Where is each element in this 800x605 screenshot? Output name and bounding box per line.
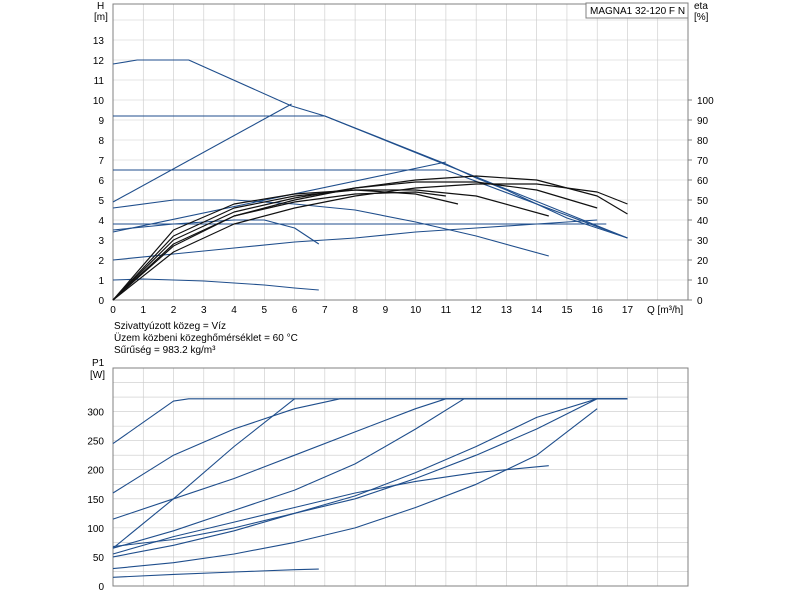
- head-tick-label: 4: [98, 216, 104, 227]
- power-chart-grid: [112, 367, 689, 587]
- head-curve: [112, 278, 319, 291]
- power-tick-label: 100: [87, 524, 104, 535]
- head-tick-label: 11: [94, 76, 105, 87]
- eta-tick-label: 60: [697, 176, 709, 187]
- eta-axis-unit: [%]: [694, 12, 709, 23]
- x-tick-label: 3: [201, 305, 207, 316]
- model-label-box: [585, 2, 689, 19]
- head-curve: [113, 169, 628, 239]
- head-tick-label: 12: [93, 56, 105, 67]
- power-curve: [112, 568, 319, 578]
- power-plot-frame: [112, 367, 689, 587]
- eta-tick-label: 0: [697, 296, 703, 307]
- eta-axis-label: eta: [694, 1, 708, 12]
- power-curve: [112, 398, 628, 494]
- x-tick-label: 10: [410, 305, 422, 316]
- x-tick-label: 14: [531, 305, 543, 316]
- power-curve: [112, 465, 549, 555]
- x-tick-label: 5: [262, 305, 268, 316]
- x-tick-label: 2: [171, 305, 177, 316]
- head-tick-label: 5: [98, 196, 104, 207]
- eta-tick-label: 50: [697, 196, 709, 207]
- power-axis-label: P1: [92, 358, 105, 369]
- model-label: MAGNA1 32-120 F N: [590, 6, 685, 17]
- power-curve: [112, 398, 598, 548]
- head-curve: [113, 115, 628, 239]
- power-curve: [112, 398, 628, 520]
- head-tick-label: 7: [98, 156, 104, 167]
- efficiency-curve: [112, 181, 598, 301]
- x-tick-label: 12: [471, 305, 483, 316]
- note-temperature: Üzem közbeni közeghőmérséklet = 60 °C: [114, 332, 298, 344]
- x-tick-label: 17: [622, 305, 634, 316]
- eta-tick-label: 100: [697, 96, 714, 107]
- x-tick-label: 0: [110, 305, 116, 316]
- head-curve: [112, 103, 292, 203]
- x-tick-label: 16: [592, 305, 604, 316]
- head-plot-frame: [112, 3, 689, 301]
- power-tick-label: 0: [98, 582, 104, 593]
- head-axis-unit: [m]: [94, 12, 108, 23]
- axis-labels: 0 1 2 3 4 5 6 7 8 9 10 11 12 13 14 15 16 1701234567891011…: [87, 1, 714, 593]
- power-tick-label: 50: [93, 553, 105, 564]
- power-axis-unit: [W]: [90, 370, 105, 381]
- x-tick-label: 13: [501, 305, 513, 316]
- x-tick-label: 6: [292, 305, 298, 316]
- head-chart-grid: [112, 3, 689, 301]
- head-curve: [112, 59, 628, 239]
- flow-axis-label: Q [m³/h]: [647, 305, 683, 316]
- power-curve: [112, 398, 628, 445]
- power-curve: [112, 398, 295, 549]
- power-curve: [112, 398, 465, 549]
- head-tick-label: 13: [93, 36, 105, 47]
- eta-tick-label: 70: [697, 156, 709, 167]
- eta-tick-label: 30: [697, 236, 709, 247]
- efficiency-curve: [112, 183, 628, 301]
- power-chart-series: [112, 398, 628, 578]
- x-tick-label: 1: [140, 305, 146, 316]
- eta-tick-label: 40: [697, 216, 709, 227]
- eta-tick-label: 20: [697, 256, 709, 267]
- x-tick-label: 15: [561, 305, 573, 316]
- x-tick-label: 9: [383, 305, 389, 316]
- head-tick-label: 6: [98, 176, 104, 187]
- head-tick-label: 9: [98, 116, 104, 127]
- x-tick-label: 11: [441, 305, 452, 316]
- eta-tick-label: 80: [697, 136, 709, 147]
- efficiency-curve: [112, 189, 459, 301]
- head-curve: [112, 199, 549, 257]
- power-tick-label: 200: [87, 466, 104, 477]
- head-chart-series: [112, 59, 628, 301]
- head-tick-label: 0: [98, 296, 104, 307]
- head-tick-label: 3: [98, 236, 104, 247]
- note-density: Sűrűség = 983.2 kg/m³: [114, 345, 216, 356]
- x-tick-label: 4: [231, 305, 237, 316]
- note-medium: Szivattyúzott közeg = Víz: [114, 321, 226, 332]
- x-tick-label: 7: [322, 305, 328, 316]
- efficiency-curve: [112, 191, 446, 301]
- head-tick-label: 10: [93, 96, 105, 107]
- power-tick-label: 300: [87, 408, 104, 419]
- head-curve: [112, 219, 598, 261]
- head-tick-label: 1: [98, 276, 104, 287]
- power-tick-label: 150: [87, 495, 104, 506]
- head-tick-label: 2: [98, 256, 104, 267]
- efficiency-curve: [112, 189, 549, 301]
- head-tick-label: 8: [98, 136, 104, 147]
- x-tick-label: 8: [352, 305, 358, 316]
- power-curve: [112, 398, 628, 558]
- power-tick-label: 250: [87, 437, 104, 448]
- eta-tick-label: 10: [697, 276, 709, 287]
- eta-tick-label: 90: [697, 116, 709, 127]
- power-curve: [112, 408, 598, 570]
- head-axis-label: H: [97, 1, 104, 12]
